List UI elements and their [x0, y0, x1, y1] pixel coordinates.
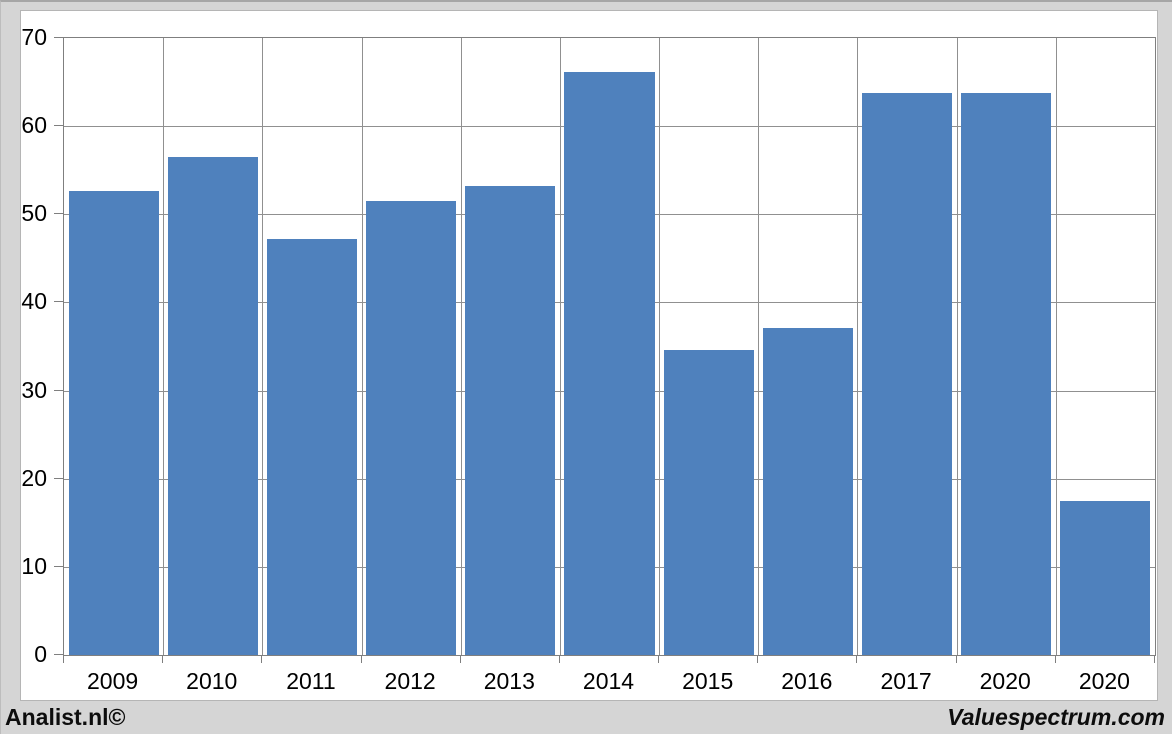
analist-credit: Analist.nl© [5, 704, 126, 730]
y-tick-label: 30 [21, 376, 47, 403]
x-tick-label: 2020 [979, 668, 1031, 694]
v-gridline [1055, 38, 1057, 655]
x-tick [162, 655, 164, 663]
x-tick [658, 655, 660, 663]
x-tick [63, 655, 64, 663]
x-tick [261, 655, 263, 663]
y-tick [54, 654, 63, 655]
v-gridline [262, 38, 264, 655]
x-tick [459, 655, 461, 663]
bar-2012-3 [366, 201, 457, 655]
y-tick-label: 10 [21, 552, 47, 579]
v-gridline [659, 38, 661, 655]
x-tick [856, 655, 858, 663]
bar-2017-8 [861, 92, 953, 655]
x-tick-label: 2016 [781, 668, 833, 694]
v-gridline [361, 38, 363, 655]
x-tick-label: 2010 [186, 668, 238, 694]
x-tick [558, 655, 560, 663]
x-tick-label: 2015 [682, 668, 734, 694]
chart-panel: 0 10 20 30 40 50 60 70 2009 2010 2011 2012 2013 2014… [20, 10, 1158, 701]
x-tick [955, 655, 957, 663]
bar-2011-2 [266, 238, 358, 655]
v-gridline [163, 38, 165, 655]
x-tick [757, 655, 759, 663]
x-tick-label: 2011 [286, 668, 336, 694]
y-tick-label: 50 [21, 200, 47, 227]
y-tick [54, 37, 63, 38]
bar-2014-5 [564, 71, 655, 655]
y-tick-label: 0 [34, 641, 47, 667]
bar-2013-4 [465, 186, 556, 655]
x-tick-label: 2009 [87, 668, 139, 694]
x-tick [1054, 655, 1056, 663]
y-tick-label: 20 [21, 464, 47, 491]
y-tick-label: 70 [21, 24, 47, 50]
y-tick-label: 60 [21, 112, 47, 139]
plot-area [63, 37, 1156, 656]
valuespectrum-credit: Valuespectrum.com [947, 704, 1165, 730]
v-gridline [857, 38, 859, 655]
x-tick-label: 2014 [582, 668, 635, 694]
x-tick-label: 2017 [880, 668, 932, 694]
x-tick-label: 2020 [1078, 668, 1130, 694]
v-gridline [559, 38, 561, 655]
v-gridline [460, 38, 462, 655]
x-tick-label: 2013 [483, 668, 535, 694]
y-tick [54, 565, 63, 567]
x-tick [360, 655, 362, 663]
bar-2020-9 [961, 92, 1052, 655]
y-tick [54, 125, 63, 127]
y-tick [54, 301, 63, 303]
y-tick [54, 213, 63, 215]
v-gridline [758, 38, 760, 655]
x-tick-label: 2012 [384, 668, 436, 694]
x-tick [1154, 655, 1155, 663]
y-tick [54, 477, 63, 479]
bar-2010-1 [167, 157, 258, 655]
y-tick-label: 40 [21, 288, 47, 315]
bar-2020-10 [1060, 500, 1151, 655]
bar-2009-0 [68, 190, 159, 655]
bar-2016-7 [762, 328, 853, 655]
bar-2015-6 [663, 350, 754, 655]
v-gridline [956, 38, 958, 655]
y-tick [54, 389, 63, 391]
